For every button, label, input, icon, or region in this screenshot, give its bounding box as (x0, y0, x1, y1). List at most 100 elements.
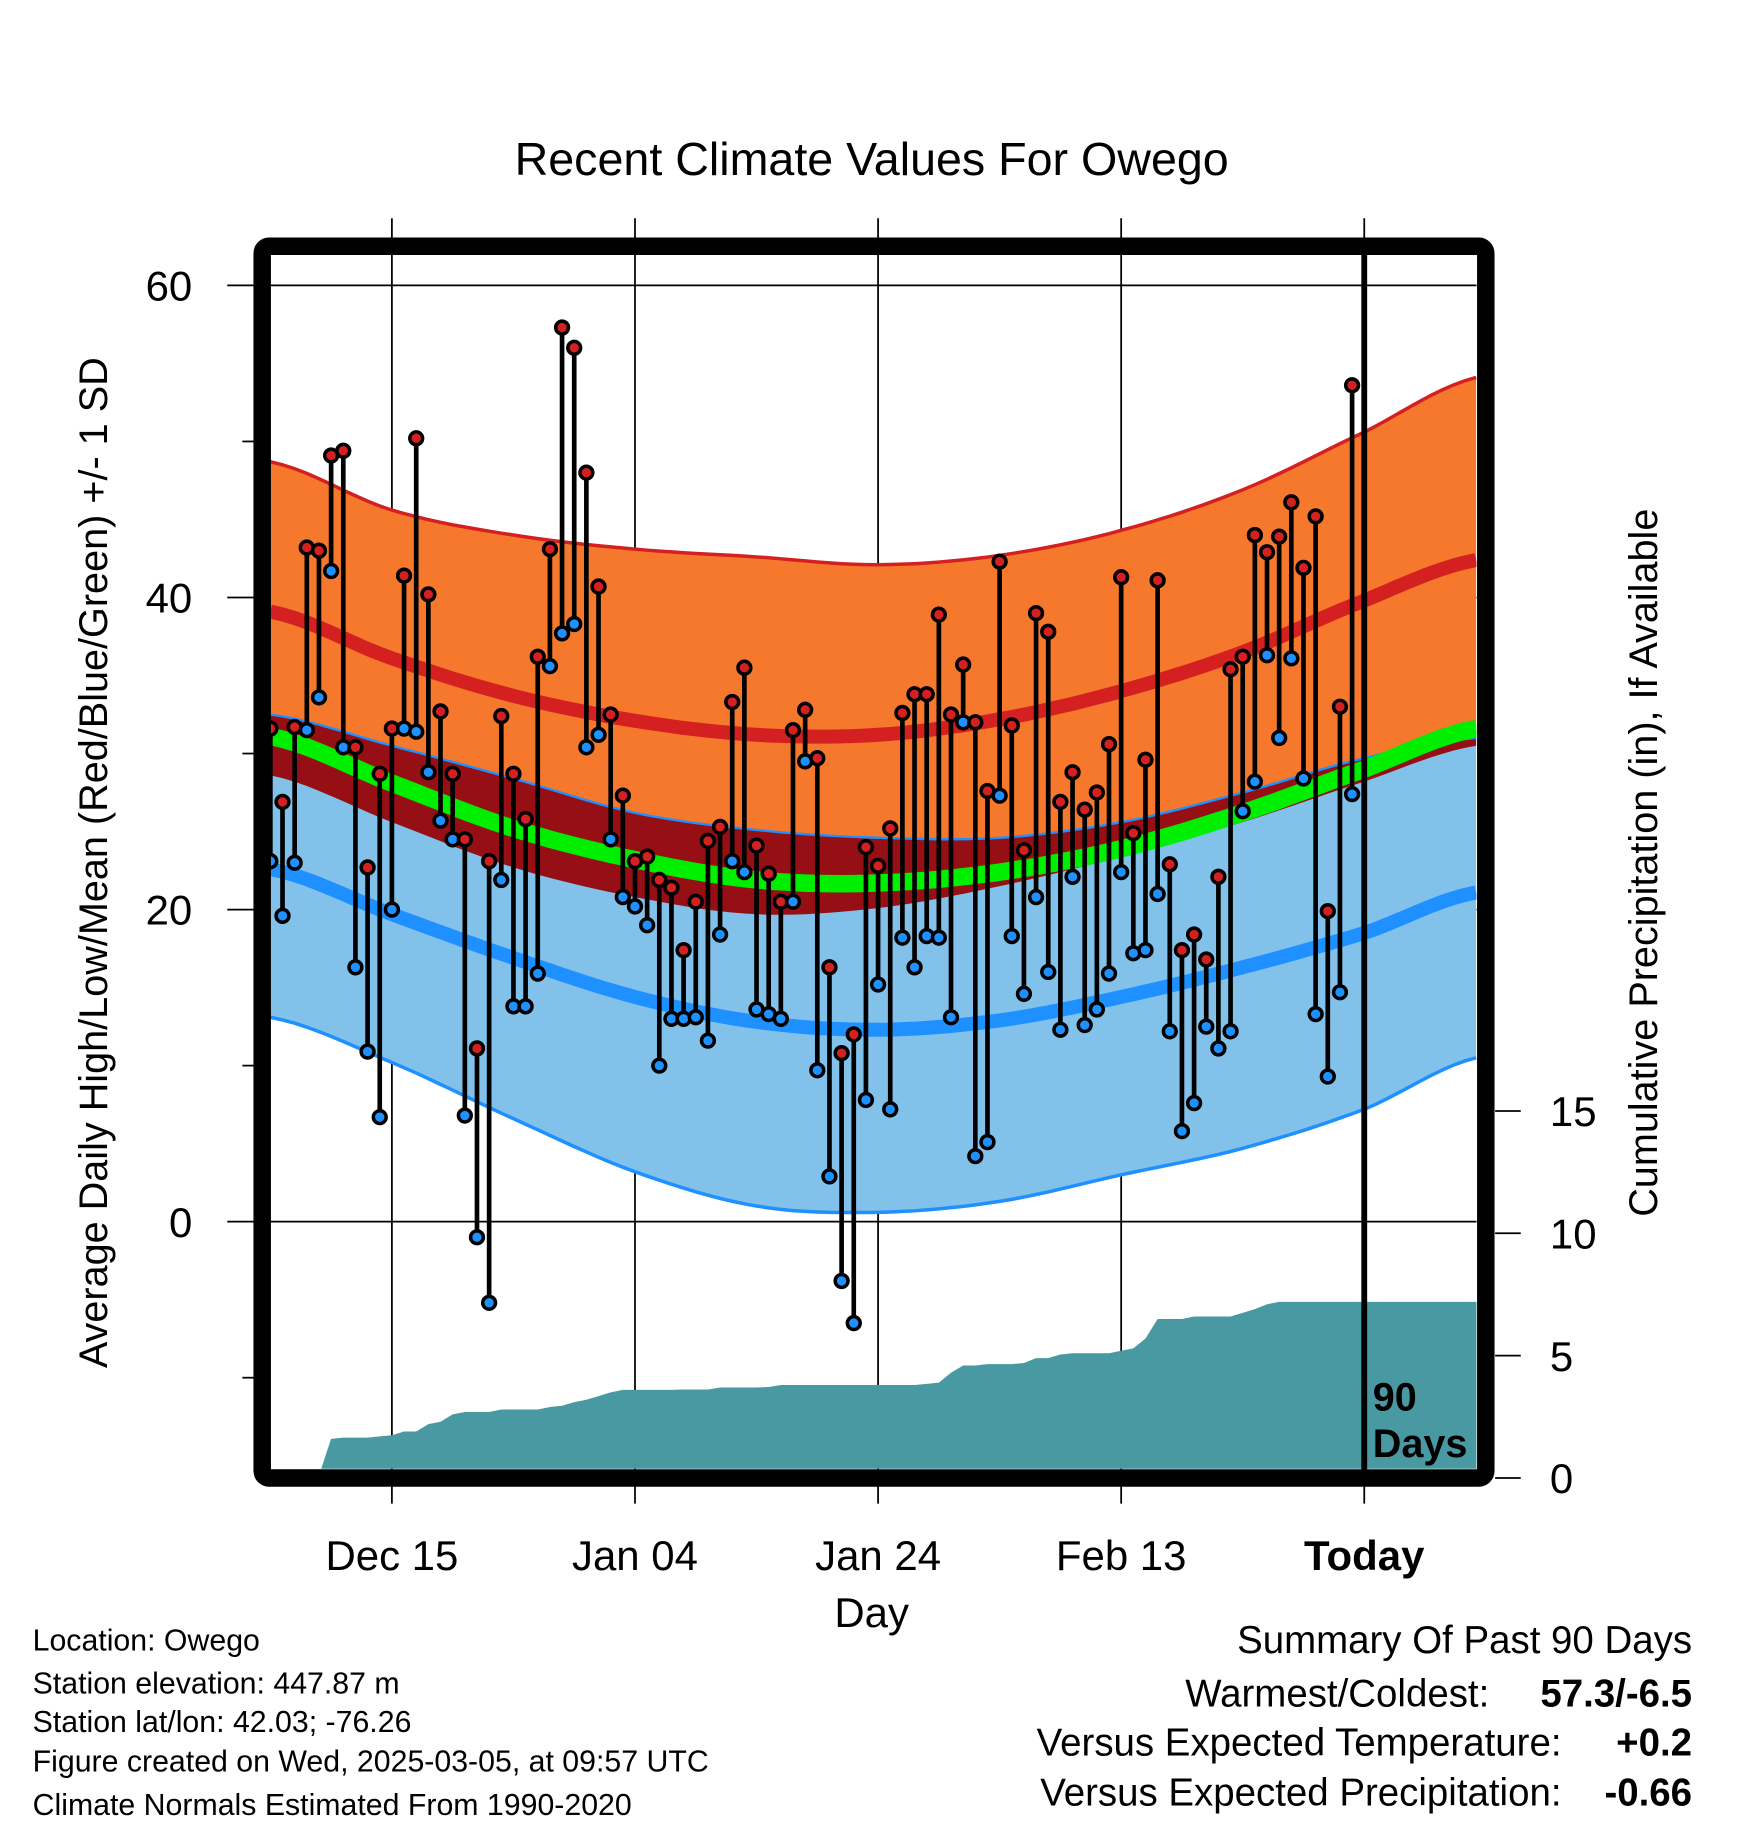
daily-high-point (420, 586, 437, 603)
daily-low-point (1003, 927, 1020, 945)
temp-label: Versus Expected Temperature: (1037, 1721, 1562, 1764)
daily-high-point (1064, 764, 1081, 781)
daily-low-point (772, 1010, 790, 1027)
info-location: Location: Owego (33, 1624, 260, 1657)
daily-high-point (1198, 951, 1215, 968)
daily-low-point (1173, 1122, 1191, 1140)
daily-high-point (1331, 698, 1349, 715)
daily-low-point (930, 929, 948, 946)
daily-low-point (687, 1009, 704, 1026)
daily-high-point (1125, 824, 1142, 842)
daily-high-point (663, 879, 680, 896)
daily-high-point (517, 810, 534, 828)
daily-high-point (699, 832, 717, 850)
daily-low-point (1137, 941, 1154, 959)
daily-low-point (480, 1294, 498, 1311)
daily-high-point (274, 793, 291, 811)
daily-high-point (796, 701, 814, 719)
daily-high-point (456, 831, 473, 848)
daily-low-point (894, 929, 911, 946)
daily-high-point (991, 553, 1008, 570)
daily-low-point (1331, 984, 1349, 1001)
high-plus-sd-line (270, 375, 1477, 567)
daily-high-point (1100, 736, 1118, 753)
daily-high-point (760, 865, 777, 882)
daily-high-point (480, 853, 498, 870)
daily-high-point (590, 578, 607, 595)
daily-low-point (1271, 729, 1288, 747)
daily-high-point (1052, 793, 1069, 811)
daily-high-point (1137, 751, 1154, 768)
daily-low-point (553, 625, 571, 642)
daily-low-point (371, 1108, 388, 1126)
summary-title: Summary Of Past 90 Days (1237, 1619, 1692, 1662)
daily-low-point (1283, 650, 1300, 667)
daily-high-point (809, 750, 826, 767)
info-normals: Climate Normals Estimated From 1990-2020 (33, 1789, 632, 1822)
daily-low-point (1198, 1018, 1215, 1035)
precip-value: -0.66 (1604, 1771, 1692, 1814)
daily-high-point (955, 656, 972, 673)
x-tick-label: Jan 04 (572, 1532, 698, 1579)
daily-high-point (736, 659, 753, 676)
daily-low-point (578, 739, 595, 756)
daily-low-point (1161, 1023, 1178, 1040)
x-axis-label: Day (834, 1589, 909, 1636)
y-tick-label: 40 (146, 575, 193, 622)
daily-high-point (1319, 902, 1336, 920)
y2-tick-label: 10 (1550, 1210, 1597, 1257)
low-minus-sd-line (270, 1015, 1477, 1215)
station-info: Location: Owego Station elevation: 447.8… (33, 1624, 709, 1821)
daily-low-point (310, 689, 328, 706)
daily-low-point (1149, 885, 1166, 903)
daily-low-point (1343, 785, 1361, 803)
daily-high-point (335, 442, 352, 459)
daily-low-point (1185, 1094, 1203, 1112)
y-tick-label: 20 (146, 887, 193, 934)
daily-high-point (444, 765, 461, 782)
daily-low-point (468, 1229, 486, 1246)
x-tick-label: Feb 13 (1056, 1532, 1187, 1579)
daily-low-point (869, 976, 887, 993)
daily-high-point (651, 871, 668, 889)
daily-high-point (1173, 941, 1191, 959)
daily-high-point (1149, 572, 1166, 589)
daily-high-point (493, 707, 510, 725)
daily-low-point (651, 1057, 668, 1074)
daily-high-point (1088, 784, 1106, 801)
daily-high-point (371, 765, 388, 782)
daily-low-point (1113, 863, 1130, 881)
data-marks (262, 246, 1368, 1479)
daily-low-point (906, 959, 923, 976)
daily-low-point (1076, 1016, 1093, 1034)
window-label-line2: Days (1373, 1422, 1468, 1466)
daily-high-point (845, 1026, 862, 1043)
daily-high-point (1343, 377, 1361, 394)
daily-low-point (711, 926, 729, 943)
daily-high-point (1222, 661, 1239, 678)
daily-low-point (1040, 963, 1057, 981)
daily-low-point (420, 764, 437, 781)
daily-high-point (541, 540, 559, 558)
daily-low-point (566, 615, 583, 633)
daily-high-point (784, 721, 802, 739)
warmest-value: 57.3/-6.5 (1540, 1672, 1692, 1715)
daily-low-point (784, 893, 802, 910)
daily-high-point (468, 1040, 486, 1057)
daily-low-point (979, 1133, 996, 1151)
daily-high-point (578, 464, 595, 481)
daily-high-point (857, 838, 875, 856)
daily-high-point (529, 648, 546, 665)
daily-high-point (1027, 604, 1045, 622)
daily-high-point (1307, 508, 1324, 525)
y-tick-label: 60 (146, 263, 193, 310)
daily-low-point (1307, 1005, 1324, 1023)
info-elevation: Station elevation: 447.87 m (33, 1668, 400, 1701)
precip-label: Versus Expected Precipitation: (1040, 1771, 1561, 1814)
overlap-band (270, 714, 1477, 915)
daily-high-point (1015, 842, 1033, 859)
daily-low-point (322, 562, 340, 580)
daily-low-point (1295, 770, 1312, 787)
x-tick-label: Jan 24 (815, 1532, 941, 1579)
